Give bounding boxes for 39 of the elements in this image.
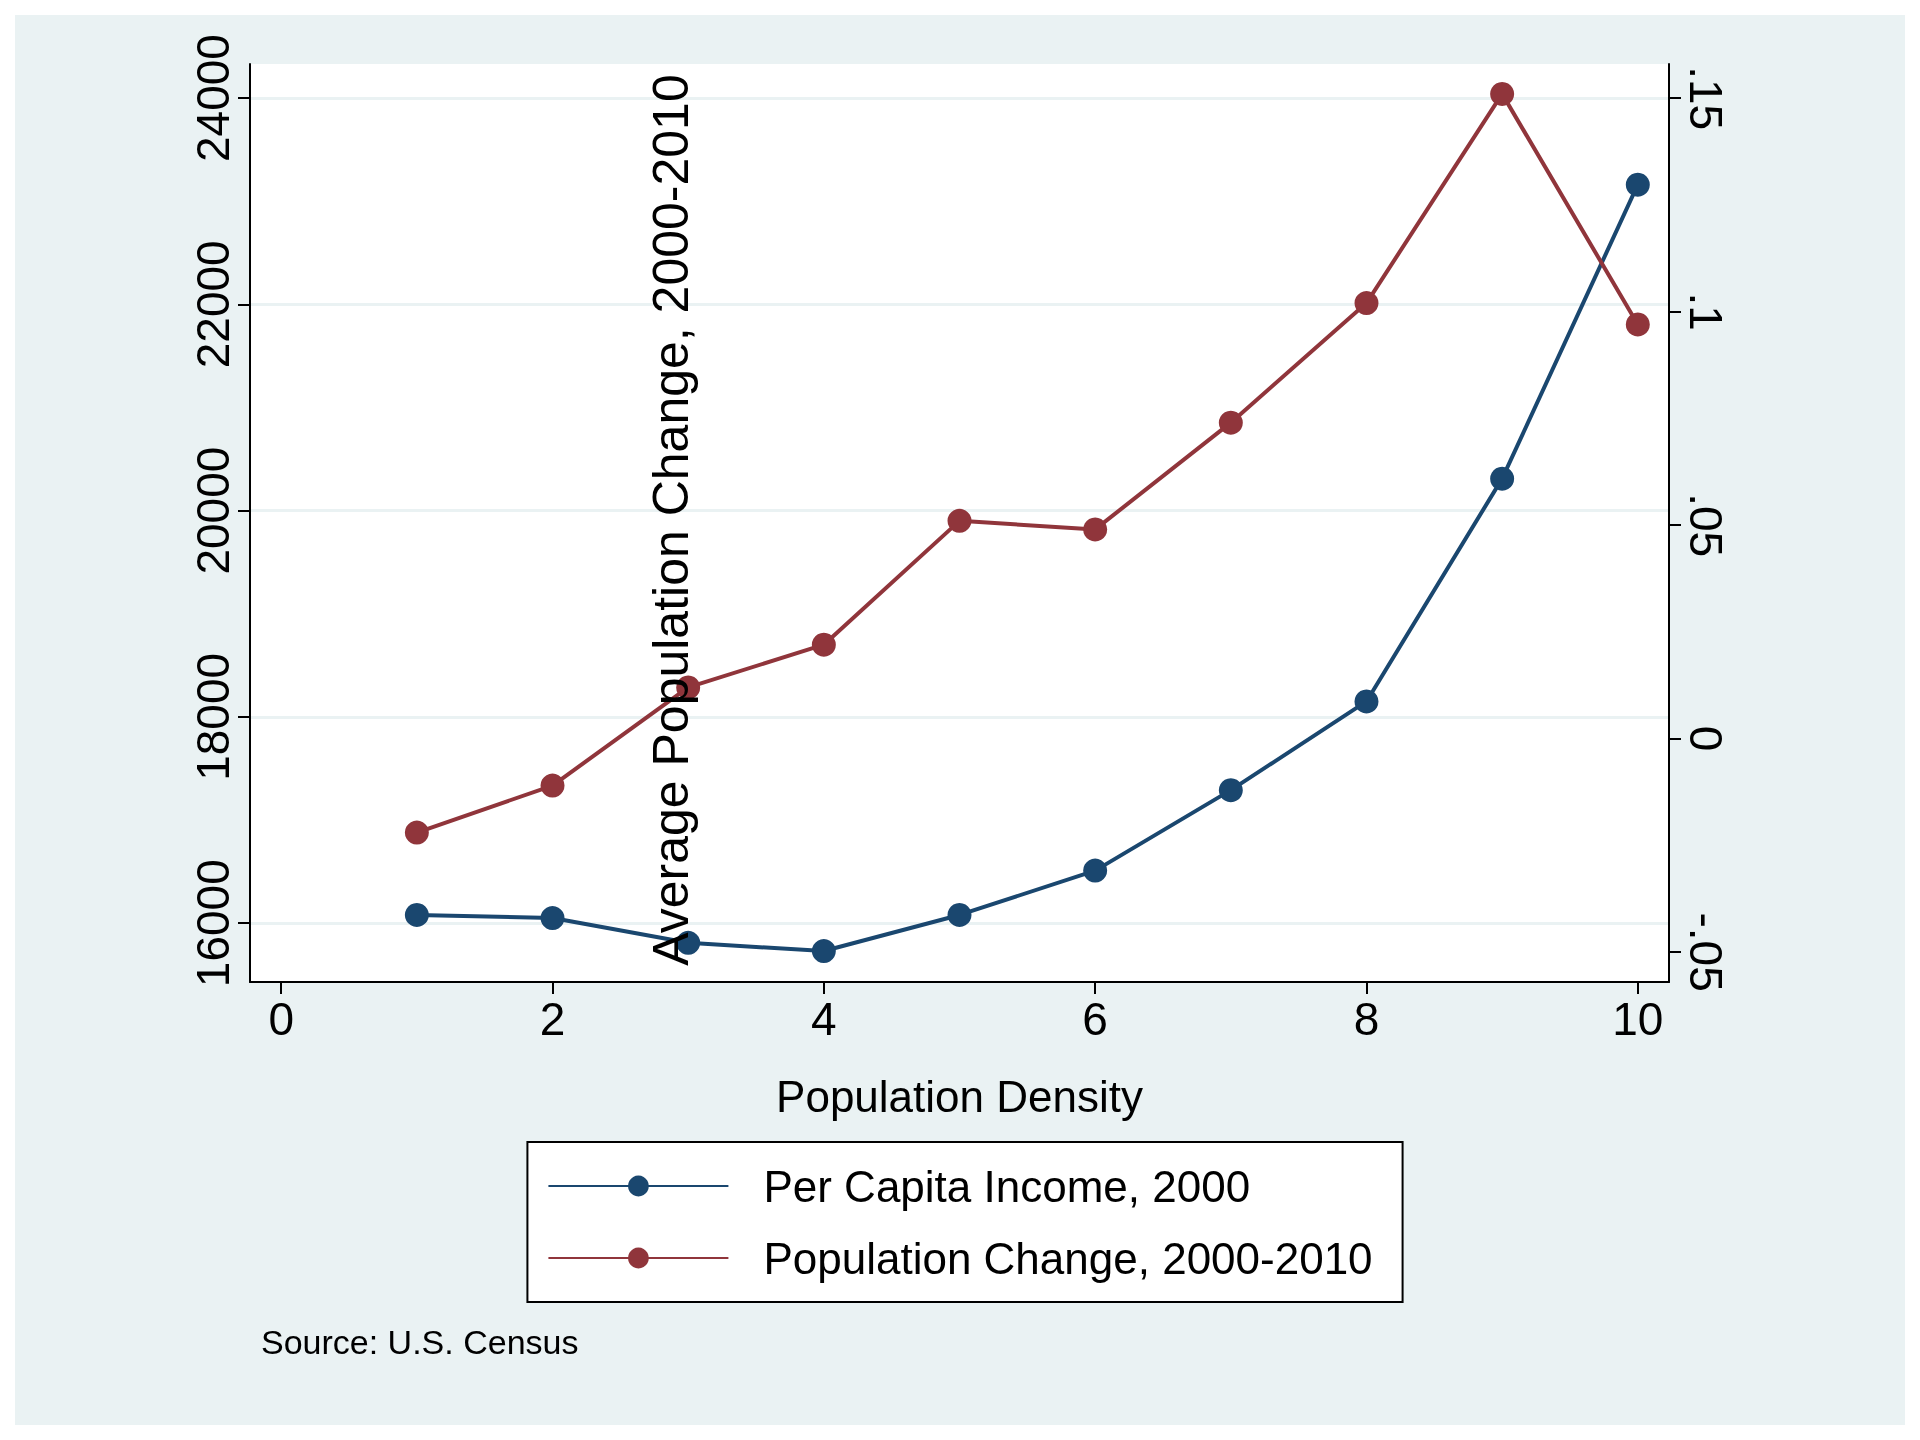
y2-tick-label: .05 (1680, 493, 1732, 558)
x-tick-label: 8 (1353, 993, 1380, 1045)
point (811, 632, 836, 657)
y2-tick-label: .15 (1680, 66, 1732, 131)
point (404, 902, 429, 927)
y-tick-label: 22000 (187, 240, 239, 369)
y2-tick-label: 0 (1680, 725, 1732, 752)
point (1625, 172, 1650, 197)
x-tick-label: 10 (1612, 993, 1664, 1045)
y-tick-label: 18000 (187, 652, 239, 781)
y2-tick-label: -.05 (1680, 912, 1732, 992)
x-tick-label: 4 (811, 993, 837, 1045)
point (811, 939, 836, 964)
x-axis-title: Population Density (776, 1071, 1143, 1121)
annotation: Average Population Change, 2000-2010 (643, 74, 699, 966)
point (540, 906, 565, 931)
point (1354, 291, 1379, 316)
point (1218, 778, 1243, 803)
point (947, 902, 972, 927)
point (404, 820, 429, 845)
y2-tick-label: .1 (1680, 292, 1732, 331)
x-tick-label: 6 (1082, 993, 1108, 1045)
y-tick-label: 16000 (187, 859, 239, 988)
point (1625, 312, 1650, 337)
point (1083, 517, 1108, 542)
point (1218, 410, 1243, 435)
x-tick-label: 2 (539, 993, 566, 1045)
point (1490, 81, 1515, 106)
point (1354, 689, 1379, 714)
legend-label: Population Change, 2000-2010 (763, 1233, 1373, 1283)
source-note: Source: U.S. Census (261, 1323, 579, 1361)
point (1083, 858, 1108, 883)
legend-label: Per Capita Income, 2000 (763, 1161, 1251, 1211)
point (1490, 466, 1515, 491)
point (540, 773, 565, 798)
y-tick-label: 24000 (187, 34, 239, 162)
x-tick-label: 0 (268, 993, 294, 1045)
y-tick-label: 20000 (187, 446, 239, 575)
point (947, 508, 972, 533)
